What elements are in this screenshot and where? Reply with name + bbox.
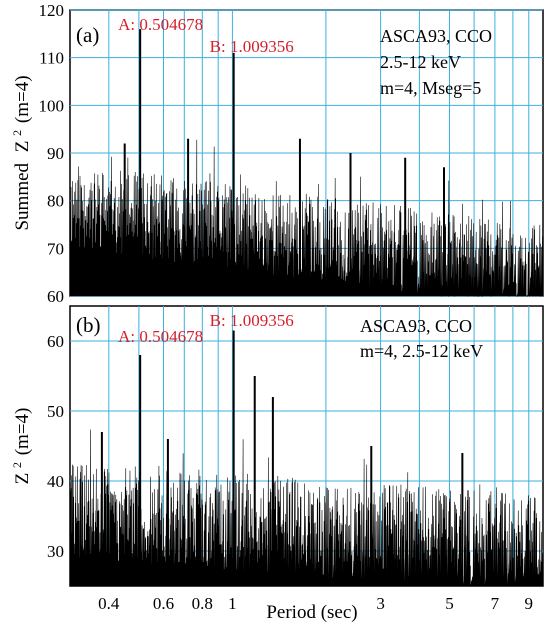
x-tick-label: 7: [491, 594, 500, 613]
peak-label: A: 0.504678: [118, 15, 203, 34]
panel-a-label: (a): [76, 23, 99, 47]
panel-b-label: (b): [76, 313, 101, 337]
panel-b-annotation-line-1: ASCA93, CCO: [360, 316, 472, 336]
panel-a-y-axis-title: Summed Z 2 (m=4): [5, 75, 33, 230]
svg-text:Summed Z 2: Summed Z 2 (m=4): [5, 75, 33, 230]
panel-a-y-ticks: 60 70 80 90 100 110 120: [39, 1, 65, 306]
peak-label: B: 1.009356: [210, 311, 294, 330]
y-tick-label: 40: [47, 472, 64, 491]
y-tick-label: 100: [39, 96, 65, 115]
panel-b-annotation-line-2: m=4, 2.5-12 keV: [360, 341, 483, 361]
panel-a-annotation-line-2: 2.5-12 keV: [380, 52, 461, 72]
panel-b-y-axis-suffix: (m=4): [12, 408, 33, 456]
x-tick-label: 1: [228, 594, 237, 613]
panel-b-y-axis-sup: 2: [10, 462, 24, 468]
panel-a-annotation-line-3: m=4, Mseg=5: [380, 78, 481, 98]
x-axis-title: Period (sec): [266, 602, 357, 623]
panel-a-peak-labels: A: 0.504678 B: 1.009356: [118, 15, 294, 56]
panel-b-y-axis-title: Z 2 (m=4): [5, 408, 33, 485]
panel-a-y-axis-sup: 2: [10, 130, 24, 136]
y-tick-label: 90: [47, 144, 64, 163]
panel-a-annotation-line-1: ASCA93, CCO: [380, 26, 492, 46]
panel-b-peak-labels: A: 0.504678 B: 1.009356: [118, 311, 294, 346]
panel-a-series: [69, 29, 544, 297]
panel-b-y-ticks: 30 40 50 60: [47, 332, 64, 561]
panel-b-annotation: ASCA93, CCO m=4, 2.5-12 keV: [360, 316, 483, 361]
y-tick-label: 50: [47, 402, 64, 421]
y-tick-label: 30: [47, 542, 64, 561]
periodogram-trace: [69, 429, 544, 587]
y-tick-label: 120: [39, 1, 65, 20]
y-tick-label: 70: [47, 239, 64, 258]
panel-a-y-axis-symbol: Z: [12, 141, 33, 153]
svg-text:Z 2 (m=4): Z 2 (m=4): [5, 408, 33, 485]
peak-label: B: 1.009356: [210, 37, 294, 56]
x-tick-label: 0.8: [192, 594, 213, 613]
y-tick-label: 110: [39, 49, 64, 68]
x-tick-label: 3: [376, 594, 385, 613]
y-tick-label: 60: [47, 287, 64, 306]
x-tick-label: 5: [445, 594, 454, 613]
panel-b-y-axis-symbol: Z: [12, 473, 33, 485]
panel-a-y-axis-suffix: (m=4): [12, 75, 33, 123]
panel-b-series: [69, 330, 544, 587]
x-tick-label: 0.6: [153, 594, 174, 613]
x-tick-labels: 0.4 0.6 0.8 1 3 5 7 9: [98, 594, 533, 613]
panel-a-annotation: ASCA93, CCO 2.5-12 keV m=4, Mseg=5: [380, 26, 492, 98]
y-tick-label: 80: [47, 192, 64, 211]
x-tick-label: 0.4: [98, 594, 120, 613]
panel-a: 60 70 80 90 100 110 120 A: 0.504678 B: 1.009356…: [5, 1, 544, 306]
x-tick-label: 9: [525, 594, 534, 613]
panel-a-y-axis-prefix: Summed: [12, 162, 33, 230]
y-tick-label: 60: [47, 332, 64, 351]
peak-label: A: 0.504678: [118, 327, 203, 346]
panel-b: 30 40 50 60 A: 0.504678 B: 1.009356 (b) ASCA…: [5, 305, 544, 587]
